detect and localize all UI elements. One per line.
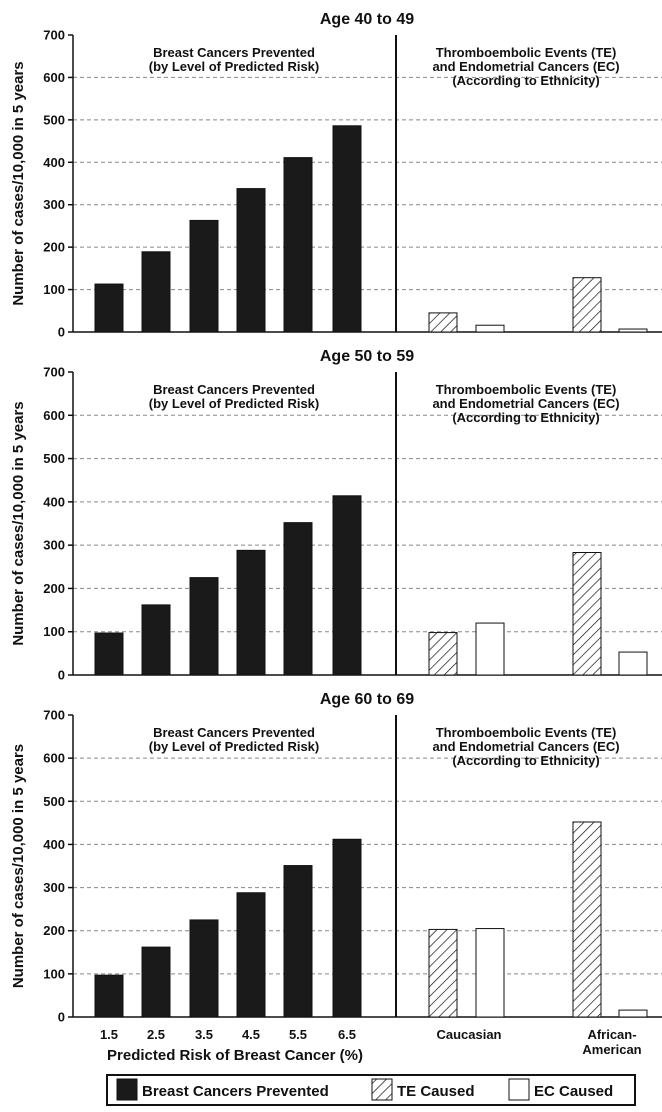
bar-te-caused bbox=[572, 277, 602, 333]
y-tick-label: 200 bbox=[43, 923, 65, 938]
legend-label: EC Caused bbox=[534, 1083, 613, 1100]
section-heading-prevented: Breast Cancers Prevented bbox=[153, 45, 315, 60]
chart-title: Age 60 to 69 bbox=[320, 691, 414, 708]
y-axis-label: Number of cases/10,000 in 5 years bbox=[10, 401, 27, 645]
section-heading-te-ec: Thromboembolic Events (TE) bbox=[436, 725, 617, 740]
chart-panel: Age 40 to 49 0 100 200 300 400 500 600 700 Number… bbox=[10, 11, 662, 340]
bar-prevented bbox=[283, 522, 313, 676]
bar-te-caused bbox=[572, 552, 602, 676]
bar-prevented bbox=[189, 577, 219, 676]
chart-title: Age 40 to 49 bbox=[320, 11, 414, 28]
bar-prevented bbox=[236, 549, 266, 676]
y-tick-label: 0 bbox=[58, 325, 65, 340]
section-heading-te-ec: (According to Ethnicity) bbox=[452, 73, 599, 88]
y-axis-label: Number of cases/10,000 in 5 years bbox=[10, 744, 27, 988]
section-heading-te-ec: Thromboembolic Events (TE) bbox=[436, 45, 617, 60]
section-heading-te-ec: and Endometrial Cancers (EC) bbox=[432, 739, 619, 754]
bar-prevented bbox=[332, 838, 362, 1018]
legend-label: TE Caused bbox=[397, 1083, 475, 1100]
section-heading-te-ec: and Endometrial Cancers (EC) bbox=[432, 59, 619, 74]
y-tick-label: 600 bbox=[43, 408, 65, 423]
legend-swatch-ec bbox=[508, 1078, 530, 1101]
section-heading-prevented: Breast Cancers Prevented bbox=[153, 725, 315, 740]
y-tick-label: 500 bbox=[43, 112, 65, 127]
x-tick-label: 3.5 bbox=[195, 1027, 213, 1042]
bar-ec-caused bbox=[618, 651, 648, 676]
y-tick-label: 500 bbox=[43, 794, 65, 809]
y-tick-label: 500 bbox=[43, 451, 65, 466]
section-heading-te-ec: (According to Ethnicity) bbox=[452, 753, 599, 768]
x-tick-label: 2.5 bbox=[147, 1027, 165, 1042]
y-tick-label: 0 bbox=[58, 668, 65, 683]
y-tick-label: 300 bbox=[43, 538, 65, 553]
bar-ec-caused bbox=[618, 1009, 648, 1018]
chart-title: Age 50 to 59 bbox=[320, 348, 414, 365]
bar-prevented bbox=[332, 495, 362, 676]
x-tick-label: 6.5 bbox=[338, 1027, 356, 1042]
bar-prevented bbox=[189, 919, 219, 1018]
section-heading-prevented: (by Level of Predicted Risk) bbox=[149, 59, 320, 74]
section-heading-te-ec: and Endometrial Cancers (EC) bbox=[432, 396, 619, 411]
bar-te-caused bbox=[428, 928, 458, 1018]
bar-te-caused bbox=[428, 632, 458, 676]
bar-ec-caused bbox=[618, 328, 648, 333]
bar-prevented bbox=[283, 157, 313, 333]
bar-prevented bbox=[332, 125, 362, 333]
bar-prevented bbox=[236, 188, 266, 333]
y-axis-label: Number of cases/10,000 in 5 years bbox=[10, 61, 27, 305]
section-heading-te-ec: (According to Ethnicity) bbox=[452, 410, 599, 425]
bar-prevented bbox=[141, 604, 171, 676]
bar-prevented bbox=[141, 946, 171, 1018]
y-tick-label: 700 bbox=[43, 28, 65, 43]
x-tick-label: 4.5 bbox=[242, 1027, 260, 1042]
y-tick-label: 100 bbox=[43, 624, 65, 639]
bar-prevented bbox=[283, 865, 313, 1018]
x-category-label: Caucasian bbox=[436, 1027, 501, 1042]
x-category-label: American bbox=[582, 1042, 641, 1057]
bar-ec-caused bbox=[475, 928, 505, 1018]
y-tick-label: 700 bbox=[43, 708, 65, 723]
x-axis-label: Predicted Risk of Breast Cancer (%) bbox=[107, 1047, 363, 1064]
y-tick-label: 0 bbox=[58, 1010, 65, 1025]
legend-swatch-te bbox=[371, 1078, 393, 1101]
section-heading-prevented: (by Level of Predicted Risk) bbox=[149, 396, 320, 411]
x-tick-label: 1.5 bbox=[100, 1027, 118, 1042]
y-tick-label: 700 bbox=[43, 365, 65, 380]
section-heading-prevented: Breast Cancers Prevented bbox=[153, 382, 315, 397]
section-heading-te-ec: Thromboembolic Events (TE) bbox=[436, 382, 617, 397]
bar-ec-caused bbox=[475, 324, 505, 333]
y-tick-label: 400 bbox=[43, 837, 65, 852]
legend-box bbox=[106, 1074, 636, 1106]
y-tick-label: 600 bbox=[43, 70, 65, 85]
y-tick-label: 200 bbox=[43, 240, 65, 255]
y-tick-label: 600 bbox=[43, 751, 65, 766]
x-tick-label: 5.5 bbox=[289, 1027, 307, 1042]
bar-prevented bbox=[94, 283, 124, 333]
bar-prevented bbox=[189, 219, 219, 333]
chart-panel: Age 50 to 59 0 100 200 300 400 500 600 700 Number… bbox=[10, 348, 662, 683]
bar-prevented bbox=[141, 251, 171, 333]
chart-panel: Age 60 to 69 0 100 200 300 400 500 600 700 Number… bbox=[10, 691, 662, 1064]
y-tick-label: 200 bbox=[43, 581, 65, 596]
section-heading-prevented: (by Level of Predicted Risk) bbox=[149, 739, 320, 754]
y-tick-label: 400 bbox=[43, 494, 65, 509]
bar-prevented bbox=[94, 974, 124, 1018]
y-tick-label: 300 bbox=[43, 880, 65, 895]
bar-te-caused bbox=[572, 821, 602, 1018]
y-tick-label: 300 bbox=[43, 197, 65, 212]
legend-label: Breast Cancers Prevented bbox=[142, 1083, 329, 1100]
y-tick-label: 100 bbox=[43, 282, 65, 297]
bar-te-caused bbox=[428, 312, 458, 333]
x-category-label: African- bbox=[587, 1027, 636, 1042]
y-tick-label: 400 bbox=[43, 155, 65, 170]
bar-prevented bbox=[94, 632, 124, 676]
bar-ec-caused bbox=[475, 622, 505, 676]
legend-swatch-prevented bbox=[116, 1078, 138, 1101]
y-tick-label: 100 bbox=[43, 966, 65, 981]
bar-prevented bbox=[236, 892, 266, 1018]
